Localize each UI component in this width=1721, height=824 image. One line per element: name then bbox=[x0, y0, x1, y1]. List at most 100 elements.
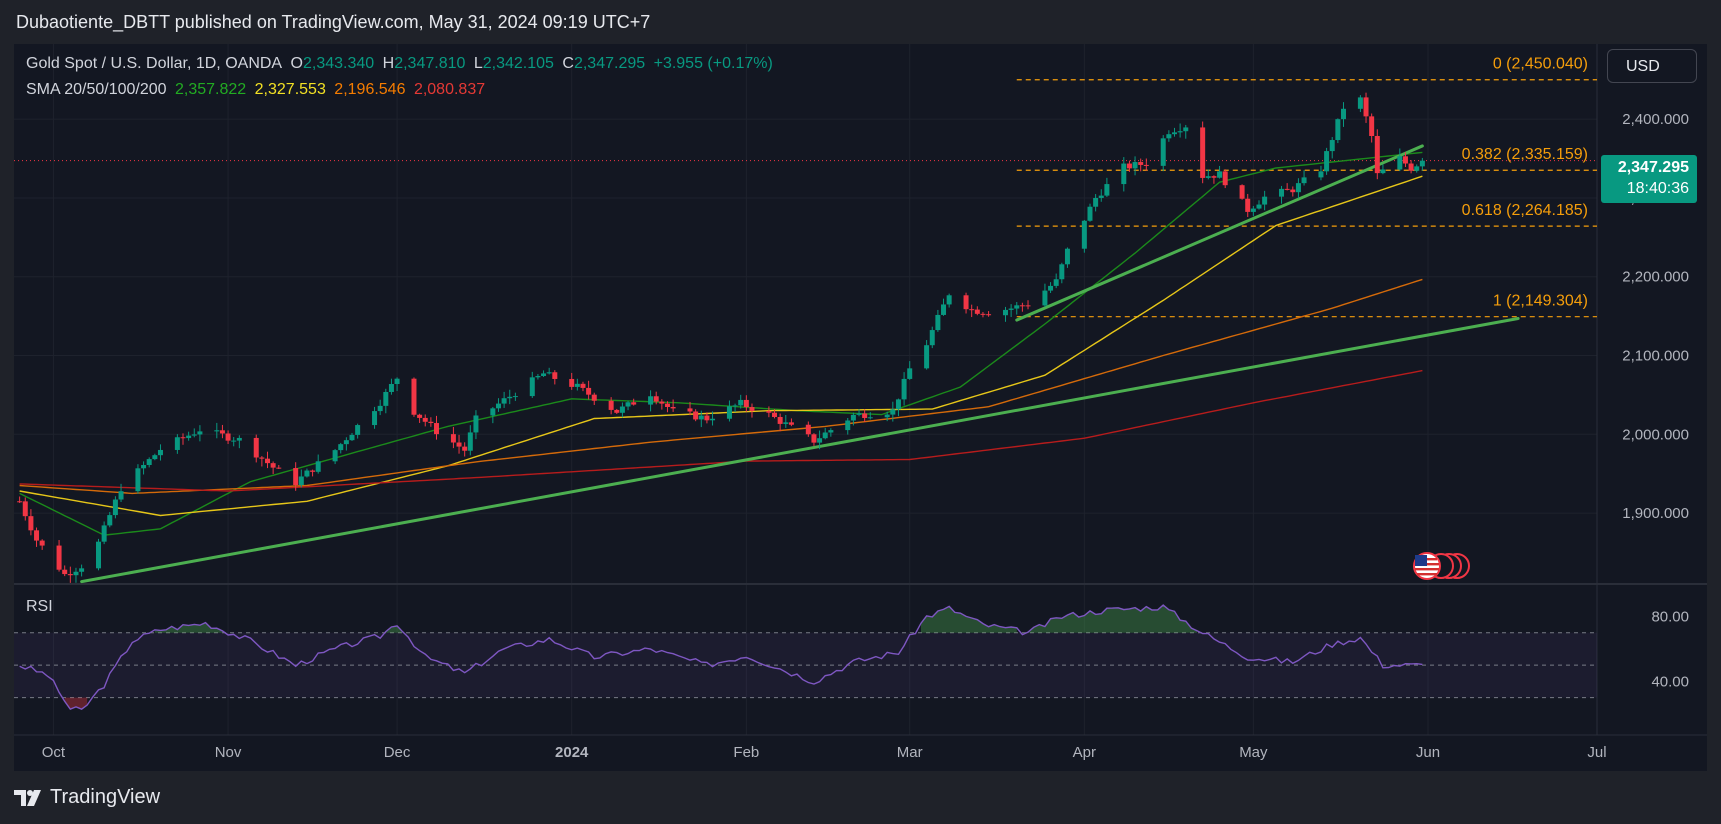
tradingview-logo-icon[interactable] bbox=[14, 788, 44, 808]
candle-body bbox=[1008, 308, 1014, 310]
candle-body bbox=[687, 408, 693, 412]
candle-body bbox=[157, 449, 163, 456]
candle-body bbox=[473, 415, 479, 433]
candle-body bbox=[862, 413, 868, 418]
rsi-zone-fill bbox=[1028, 605, 1198, 633]
rsi-band bbox=[14, 632, 1597, 698]
candle-body bbox=[34, 530, 40, 541]
candle-body bbox=[1374, 136, 1380, 174]
candle-body bbox=[856, 413, 862, 415]
candle-body bbox=[1239, 185, 1245, 199]
candle-body bbox=[1053, 279, 1059, 286]
candle-body bbox=[710, 418, 716, 421]
candle-body bbox=[112, 499, 118, 516]
candle-body bbox=[1380, 169, 1386, 174]
candle-body bbox=[118, 491, 124, 500]
candle-body bbox=[349, 434, 355, 441]
candle-body bbox=[197, 431, 203, 435]
candle-body bbox=[1369, 116, 1375, 137]
candle-body bbox=[377, 405, 383, 412]
candle-body bbox=[907, 368, 913, 379]
candle-body bbox=[974, 309, 980, 314]
candle-body bbox=[270, 463, 276, 468]
candle-body bbox=[343, 440, 349, 445]
candle-body bbox=[574, 383, 580, 387]
rsi-tick-label: 80.00 bbox=[1651, 608, 1689, 625]
candle-body bbox=[79, 568, 85, 572]
candle-body bbox=[1048, 285, 1054, 291]
candle-body bbox=[1126, 163, 1132, 169]
sma200-value: 2,080.837 bbox=[413, 81, 486, 98]
candle-body bbox=[788, 422, 794, 425]
x-tick-label: May bbox=[1239, 744, 1268, 761]
currency-button[interactable]: USD bbox=[1607, 49, 1697, 83]
candle-body bbox=[1290, 189, 1296, 193]
candle-body bbox=[783, 422, 789, 424]
candle-body bbox=[963, 295, 969, 310]
candle-body bbox=[259, 457, 265, 459]
candle-body bbox=[304, 470, 310, 477]
last-price-tag: 2,347.295 18:40:36 bbox=[1601, 155, 1697, 203]
candle-body bbox=[1042, 290, 1048, 306]
low-label: L bbox=[473, 55, 483, 72]
candle-body bbox=[394, 378, 400, 385]
candle-body bbox=[298, 476, 304, 486]
candle-body bbox=[777, 416, 783, 424]
y-tick-label: 2,200.000 bbox=[1622, 269, 1689, 286]
rsi-zone-fill bbox=[154, 622, 223, 633]
candle-body bbox=[39, 540, 45, 546]
tradingview-brand[interactable]: TradingView bbox=[50, 786, 161, 808]
candle-body bbox=[591, 394, 597, 401]
sma20-line bbox=[19, 151, 1423, 536]
candle-body bbox=[1019, 305, 1025, 307]
candle-body bbox=[693, 411, 699, 420]
candle-body bbox=[135, 468, 141, 492]
candle-body bbox=[490, 408, 496, 416]
candle-body bbox=[1014, 305, 1020, 309]
candle-body bbox=[388, 384, 394, 392]
candle-body bbox=[535, 376, 541, 378]
candle-body bbox=[293, 468, 299, 486]
candle-body bbox=[231, 440, 237, 442]
sma200-line bbox=[19, 369, 1423, 492]
us-flag-events-icon[interactable] bbox=[1412, 551, 1472, 581]
x-tick-label: Dec bbox=[384, 744, 411, 761]
candle-body bbox=[569, 378, 575, 387]
candle-body bbox=[495, 403, 501, 409]
candle-body bbox=[1340, 108, 1346, 120]
x-tick-label: 2024 bbox=[555, 744, 589, 761]
candle-body bbox=[935, 314, 941, 331]
fib-level-label: 1 (2,149.304) bbox=[1493, 293, 1588, 310]
candle-body bbox=[867, 417, 873, 419]
candle-body bbox=[766, 410, 772, 413]
candle-body bbox=[1098, 195, 1104, 198]
symbol-name[interactable]: Gold Spot / U.S. Dollar, 1D, OANDA bbox=[26, 55, 283, 72]
bar-countdown: 18:40:36 bbox=[1626, 180, 1689, 197]
candle-body bbox=[1284, 188, 1290, 190]
candle-body bbox=[614, 409, 620, 413]
candle-body bbox=[1335, 119, 1341, 141]
candle-body bbox=[236, 437, 242, 441]
rsi-tick-label: 40.00 bbox=[1651, 673, 1689, 690]
x-tick-label: Apr bbox=[1073, 744, 1096, 761]
candle-body bbox=[631, 402, 637, 405]
rsi-label[interactable]: RSI bbox=[26, 598, 53, 615]
sma-legend[interactable]: SMA 20/50/100/200 2,357.822 2,327.553 2,… bbox=[26, 81, 489, 99]
candle-body bbox=[462, 446, 468, 451]
candle-body bbox=[1205, 176, 1211, 178]
candle-body bbox=[817, 438, 823, 443]
candle-body bbox=[1329, 140, 1335, 152]
candle-body bbox=[1160, 138, 1166, 166]
candle-body bbox=[1002, 309, 1008, 316]
candle-body bbox=[372, 411, 378, 426]
candle-body bbox=[1295, 183, 1301, 193]
candle-body bbox=[1250, 208, 1256, 212]
candle-body bbox=[1262, 196, 1268, 205]
candle-body bbox=[1414, 166, 1420, 171]
candle-body bbox=[73, 571, 79, 576]
candle-body bbox=[1402, 156, 1408, 164]
close-label: C bbox=[562, 55, 574, 72]
x-tick-label: Oct bbox=[42, 744, 66, 761]
candle-body bbox=[383, 391, 389, 406]
